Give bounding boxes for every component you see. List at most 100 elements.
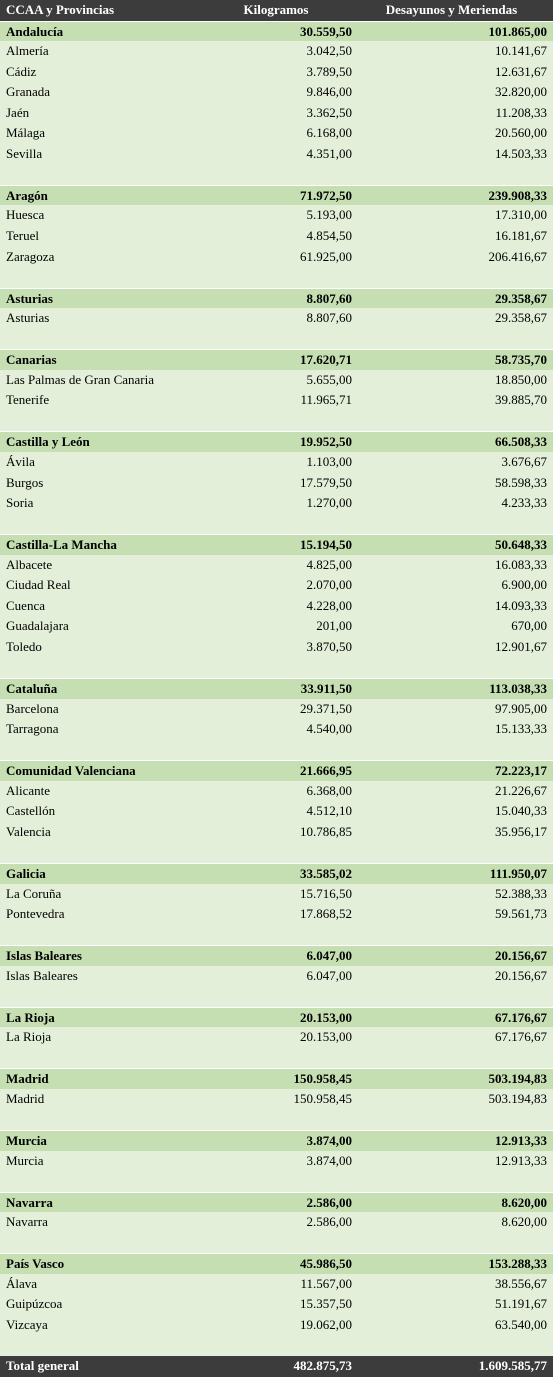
cell: Aragón	[6, 187, 48, 203]
cell: 503.194,83	[488, 1071, 548, 1087]
cell: 52.388,33	[495, 885, 547, 901]
cell: Vizcaya	[6, 1317, 48, 1332]
cell: 150.958,45	[293, 1071, 353, 1087]
province-row: Las Palmas de Gran Canaria 5.655,00 18.850…	[0, 369, 553, 391]
province-row: Ciudad Real 2.070,00 6.900,00	[0, 575, 553, 596]
cell: 3.789,50	[306, 63, 353, 79]
cell: 6.900,00	[501, 577, 548, 593]
province-row: Alicante 6.368,00 21.226,67	[0, 780, 553, 802]
cell: Tenerife	[6, 392, 50, 408]
province-row: La Rioja 20.153,00 67.176,67	[0, 1027, 553, 1048]
cell: 17.868,52	[300, 906, 352, 922]
cell: 18.850,00	[495, 371, 547, 387]
cell: 71.972,50	[300, 187, 352, 203]
spacer-row	[0, 1232, 553, 1254]
cell: Castilla-La Mancha	[6, 537, 117, 553]
cell: 8.620,00	[501, 1214, 548, 1230]
province-row: Málaga 6.168,00 20.560,00	[0, 123, 553, 144]
region-row: Castilla-La Mancha 15.194,50 50.648,33	[0, 534, 553, 555]
cell: 20.153,00	[300, 1009, 352, 1025]
spacer-row	[0, 410, 553, 432]
cell: Galicia	[6, 865, 46, 881]
cell: Teruel	[6, 228, 40, 244]
cell: 21.666,95	[300, 763, 352, 779]
province-row: La Coruña 15.716,50 52.388,33	[0, 883, 553, 905]
cell: 101.865,00	[488, 23, 548, 39]
region-row: Andalucía 30.559,50 101.865,00	[0, 20, 553, 42]
province-row: Pontevedra 17.868,52 59.561,73	[0, 904, 553, 925]
cell: 50.648,33	[495, 537, 547, 553]
cell: 1.103,00	[306, 454, 353, 470]
cell: 61.925,00	[300, 248, 352, 264]
province-row: Guipúzcoa 15.357,50 51.191,67	[0, 1294, 553, 1315]
region-row: Castilla y León 19.952,50 66.508,33	[0, 431, 553, 453]
cell: 4.228,00	[306, 597, 353, 613]
province-row: Zaragoza 61.925,00 206.416,67	[0, 246, 553, 268]
cell: 29.358,67	[495, 310, 547, 326]
region-row: Murcia 3.874,00 12.913,33	[0, 1130, 553, 1151]
cell: 17.310,00	[495, 207, 547, 223]
province-row: Tenerife 11.965,71 39.885,70	[0, 390, 553, 411]
cell: Canarias	[6, 352, 57, 368]
cell: 153.288,33	[488, 1256, 548, 1272]
province-row: Burgos 17.579,50 58.598,33	[0, 472, 553, 494]
cell: Sevilla	[6, 145, 43, 161]
cell: 3.874,00	[306, 1133, 353, 1149]
province-row: Guadalajara 201,00 670,00	[0, 616, 553, 637]
cell: Huesca	[6, 207, 45, 223]
spacer-row	[0, 1171, 553, 1192]
cell: 239.908,33	[488, 187, 548, 203]
cell: 111.950,07	[489, 865, 547, 881]
cell: Tarragona	[6, 721, 59, 737]
cell: 14.093,33	[495, 597, 547, 613]
province-row: Cádiz 3.789,50 12.631,67	[0, 61, 553, 83]
province-row: Castellón 4.512,10 15.040,33	[0, 801, 553, 822]
cell: Albacete	[6, 556, 53, 572]
cell: Jaén	[6, 104, 30, 120]
province-row: Albacete 4.825,00 16.083,33	[0, 554, 553, 576]
cell: 14.503,33	[495, 145, 547, 161]
cell: 45.986,50	[300, 1256, 352, 1272]
cell: Total general	[6, 1358, 79, 1374]
cell: 201,00	[316, 618, 352, 634]
cell: 58.598,33	[495, 474, 547, 490]
cell: 33.911,50	[300, 681, 352, 697]
cell: La Rioja	[6, 1009, 55, 1025]
cell: 33.585,02	[300, 865, 352, 881]
cell: Cuenca	[6, 597, 45, 613]
cell: 206.416,67	[488, 248, 548, 264]
cell: País Vasco	[6, 1256, 65, 1272]
cell: 12.913,33	[495, 1133, 547, 1149]
cell: Murcia	[6, 1152, 44, 1168]
cell: 8.620,00	[501, 1194, 548, 1210]
province-row: Valencia 10.786,85 35.956,17	[0, 821, 553, 843]
spacer-row	[0, 1335, 553, 1357]
cell: 1.270,00	[306, 495, 353, 511]
cell: 9.846,00	[306, 84, 353, 100]
region-row: Galicia 33.585,02 111.950,07	[0, 862, 553, 884]
spacer-row	[0, 1109, 553, 1131]
cell: Islas Baleares	[6, 948, 82, 964]
cell: 17.579,50	[300, 474, 352, 490]
cell: 20.153,00	[300, 1029, 352, 1045]
spacer-row	[0, 267, 553, 288]
cell: 16.181,67	[495, 228, 547, 244]
cell: Granada	[6, 84, 51, 100]
cell: 30.559,50	[300, 23, 352, 39]
cell: 38.556,67	[495, 1275, 547, 1291]
cell: 11.965,71	[300, 392, 352, 408]
cell: Andalucía	[6, 23, 64, 39]
cell: 6.047,00	[306, 967, 353, 983]
cell: 3.676,67	[501, 454, 548, 470]
cell: 19.952,50	[300, 434, 352, 450]
cell: 15.194,50	[300, 537, 352, 553]
province-row: Huesca 5.193,00 17.310,00	[0, 205, 553, 227]
cell: 15.133,33	[495, 721, 547, 737]
province-row: Almería 3.042,50 10.141,67	[0, 41, 553, 62]
cell: 482.875,73	[293, 1358, 353, 1374]
region-row: Comunidad Valenciana 21.666,95 72.223,17	[0, 760, 553, 781]
cell: 12.901,67	[495, 638, 547, 654]
cell: 63.540,00	[495, 1317, 547, 1332]
province-row: Tarragona 4.540,00 15.133,33	[0, 719, 553, 740]
